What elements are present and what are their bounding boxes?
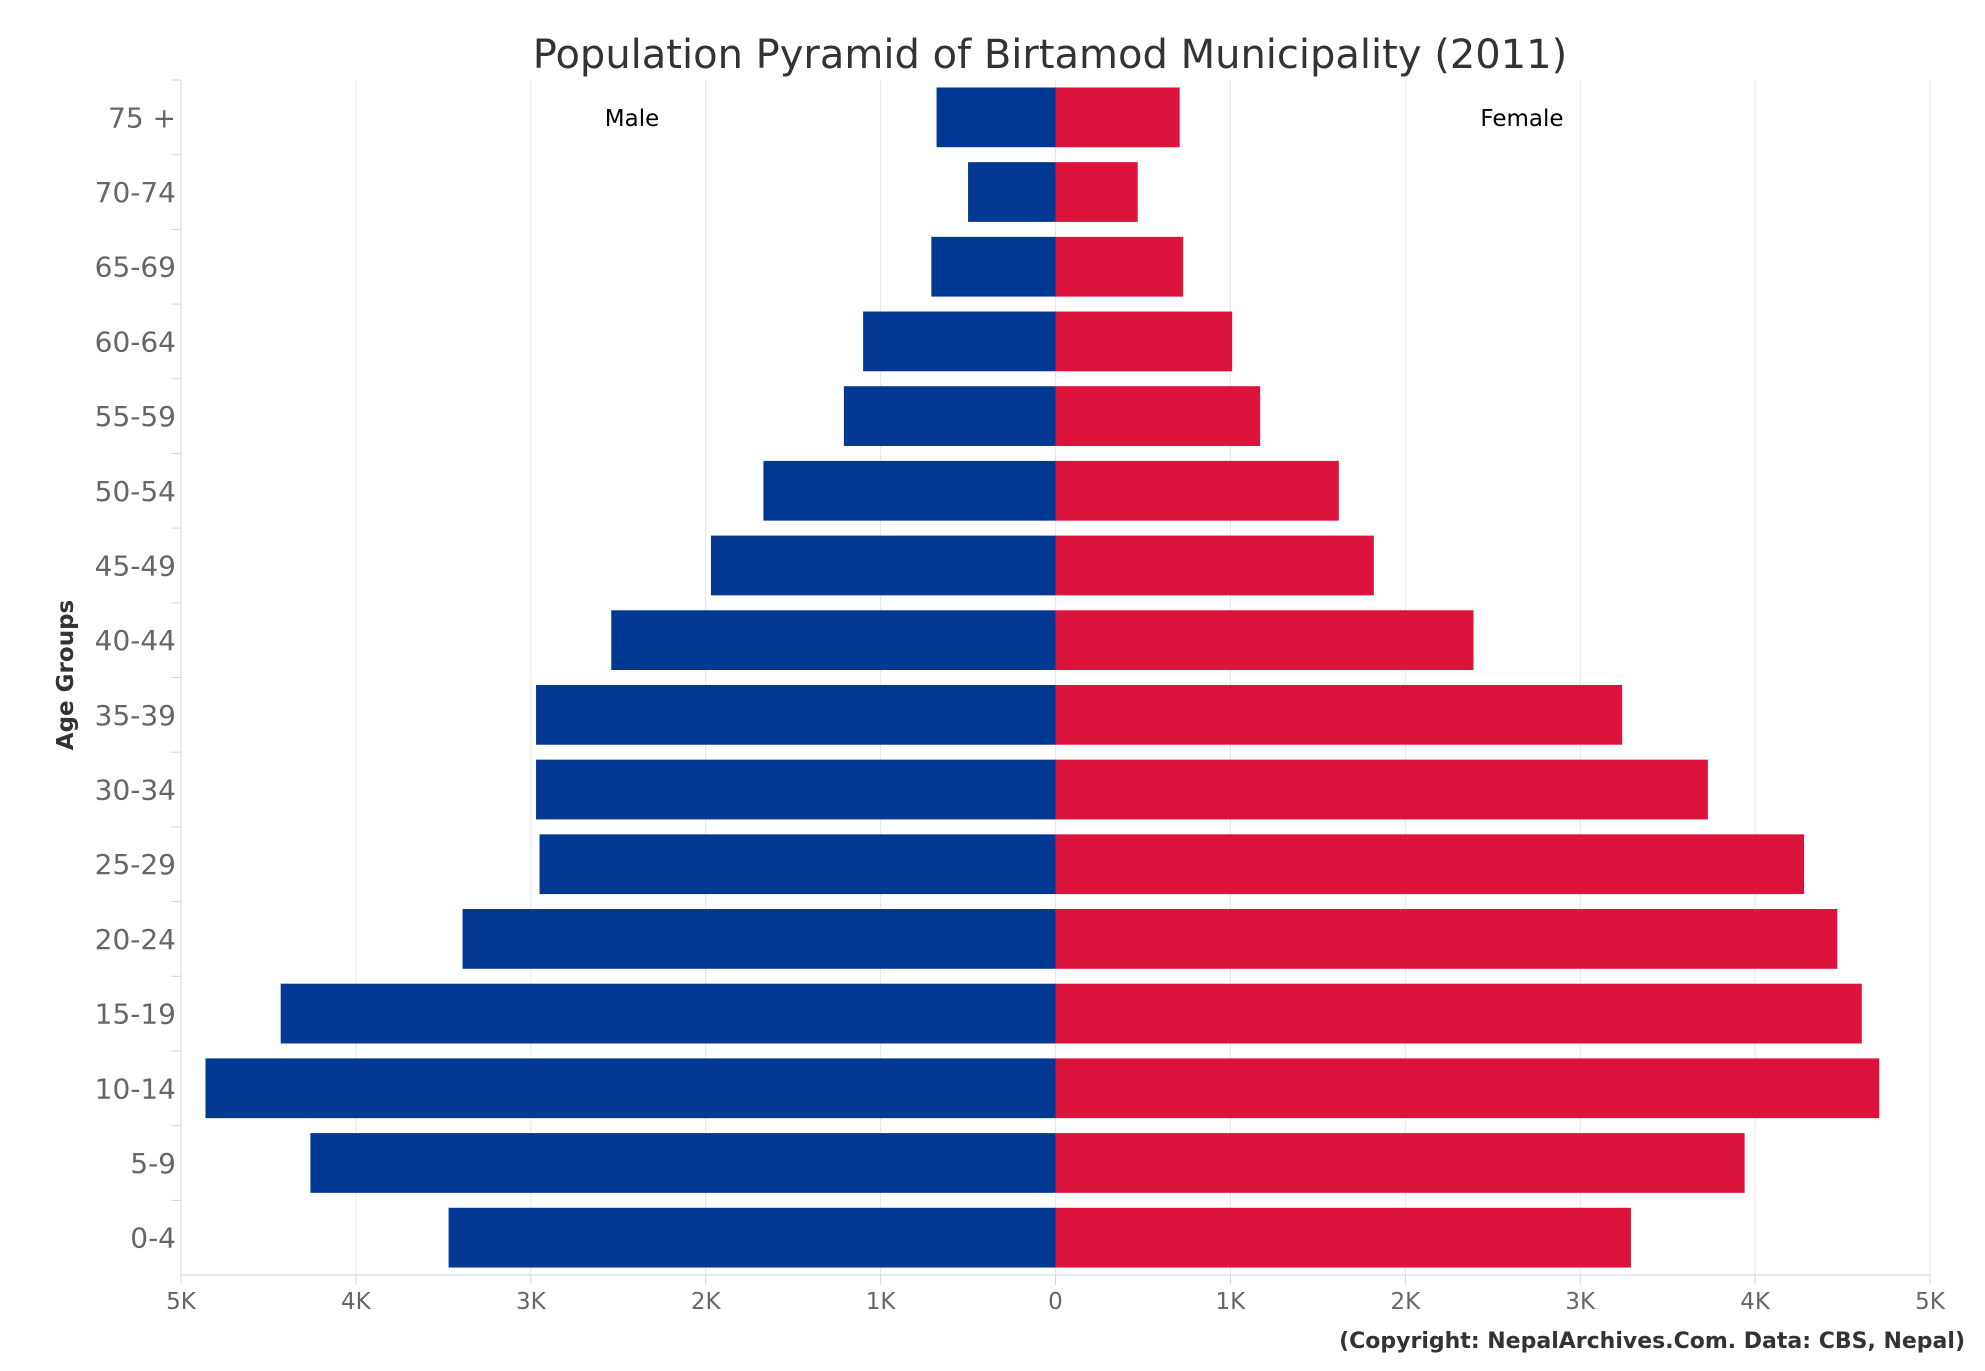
bar-female-9	[1055, 759, 1708, 820]
bar-male-11	[462, 909, 1056, 969]
x-tick-label-3: 2K	[691, 1289, 722, 1315]
category-label-3: 60-64	[95, 325, 176, 358]
category-label-15: 0-4	[130, 1222, 176, 1255]
bar-male-5	[763, 460, 1056, 521]
category-label-0: 75 +	[108, 101, 176, 134]
chart-title: Population Pyramid of Birtamod Municipal…	[533, 32, 1567, 78]
x-tick-label-10: 5K	[1915, 1289, 1946, 1315]
bar-female-6	[1055, 535, 1374, 596]
x-tick-label-2: 3K	[516, 1289, 547, 1315]
y-axis-label: Age Groups	[53, 600, 79, 750]
chart-credit: (Copyright: NepalArchives.Com. Data: CBS…	[1339, 1329, 1965, 1354]
bar-female-15	[1055, 1207, 1631, 1268]
bar-female-0	[1055, 87, 1180, 148]
bar-female-1	[1055, 162, 1138, 222]
category-label-4: 55-59	[95, 400, 176, 433]
x-tick-label-4: 1K	[866, 1289, 897, 1315]
category-label-12: 15-19	[95, 998, 176, 1031]
bar-female-10	[1055, 834, 1805, 895]
bar-male-13	[205, 1058, 1056, 1119]
x-tick-label-6: 1K	[1216, 1289, 1247, 1315]
category-label-2: 65-69	[95, 251, 176, 284]
bar-female-8	[1055, 684, 1623, 745]
x-tick-label-5: 0	[1048, 1289, 1063, 1315]
bar-male-15	[448, 1207, 1056, 1268]
bar-male-7	[611, 610, 1056, 671]
bar-male-1	[968, 162, 1056, 222]
x-tick-label-7: 2K	[1390, 1289, 1421, 1315]
category-label-13: 10-14	[95, 1072, 176, 1105]
bar-male-2	[931, 236, 1056, 297]
bar-female-7	[1055, 610, 1474, 671]
series-label-female: Female	[1480, 106, 1563, 132]
category-label-14: 5-9	[130, 1147, 176, 1180]
category-label-10: 25-29	[95, 848, 176, 881]
bar-female-2	[1055, 236, 1184, 297]
bar-male-8	[536, 684, 1056, 745]
category-label-6: 45-49	[95, 549, 176, 582]
category-label-5: 50-54	[95, 475, 176, 508]
series-label-male: Male	[605, 106, 659, 132]
bars	[205, 87, 1880, 1268]
bar-female-12	[1055, 983, 1862, 1044]
bar-female-11	[1055, 909, 1838, 969]
bar-male-10	[539, 834, 1056, 895]
x-tick-label-9: 4K	[1740, 1289, 1771, 1315]
bar-female-14	[1055, 1133, 1745, 1193]
category-label-9: 30-34	[95, 774, 176, 807]
category-label-8: 35-39	[95, 699, 176, 732]
bar-female-4	[1055, 386, 1261, 446]
x-tick-label-0: 5K	[166, 1289, 197, 1315]
bar-male-0	[936, 87, 1056, 148]
bar-female-13	[1055, 1058, 1880, 1119]
bar-male-14	[310, 1133, 1056, 1193]
axes	[171, 79, 1931, 1285]
x-tick-label-1: 4K	[341, 1289, 372, 1315]
bar-male-3	[863, 311, 1056, 372]
labels: 5K 4K 3K 2K 1K 0 1K 2K 3K 4K 5K 75 + 70-74 65-69 60-64…	[95, 101, 1946, 1315]
category-label-11: 20-24	[95, 923, 176, 956]
bar-male-9	[536, 759, 1056, 820]
x-tick-label-8: 3K	[1565, 1289, 1596, 1315]
bar-female-3	[1055, 311, 1233, 372]
bar-female-5	[1055, 460, 1339, 521]
category-label-1: 70-74	[95, 176, 176, 209]
category-label-7: 40-44	[95, 624, 176, 657]
bar-male-4	[843, 386, 1056, 446]
bar-male-6	[710, 535, 1056, 596]
bar-male-12	[280, 983, 1056, 1044]
